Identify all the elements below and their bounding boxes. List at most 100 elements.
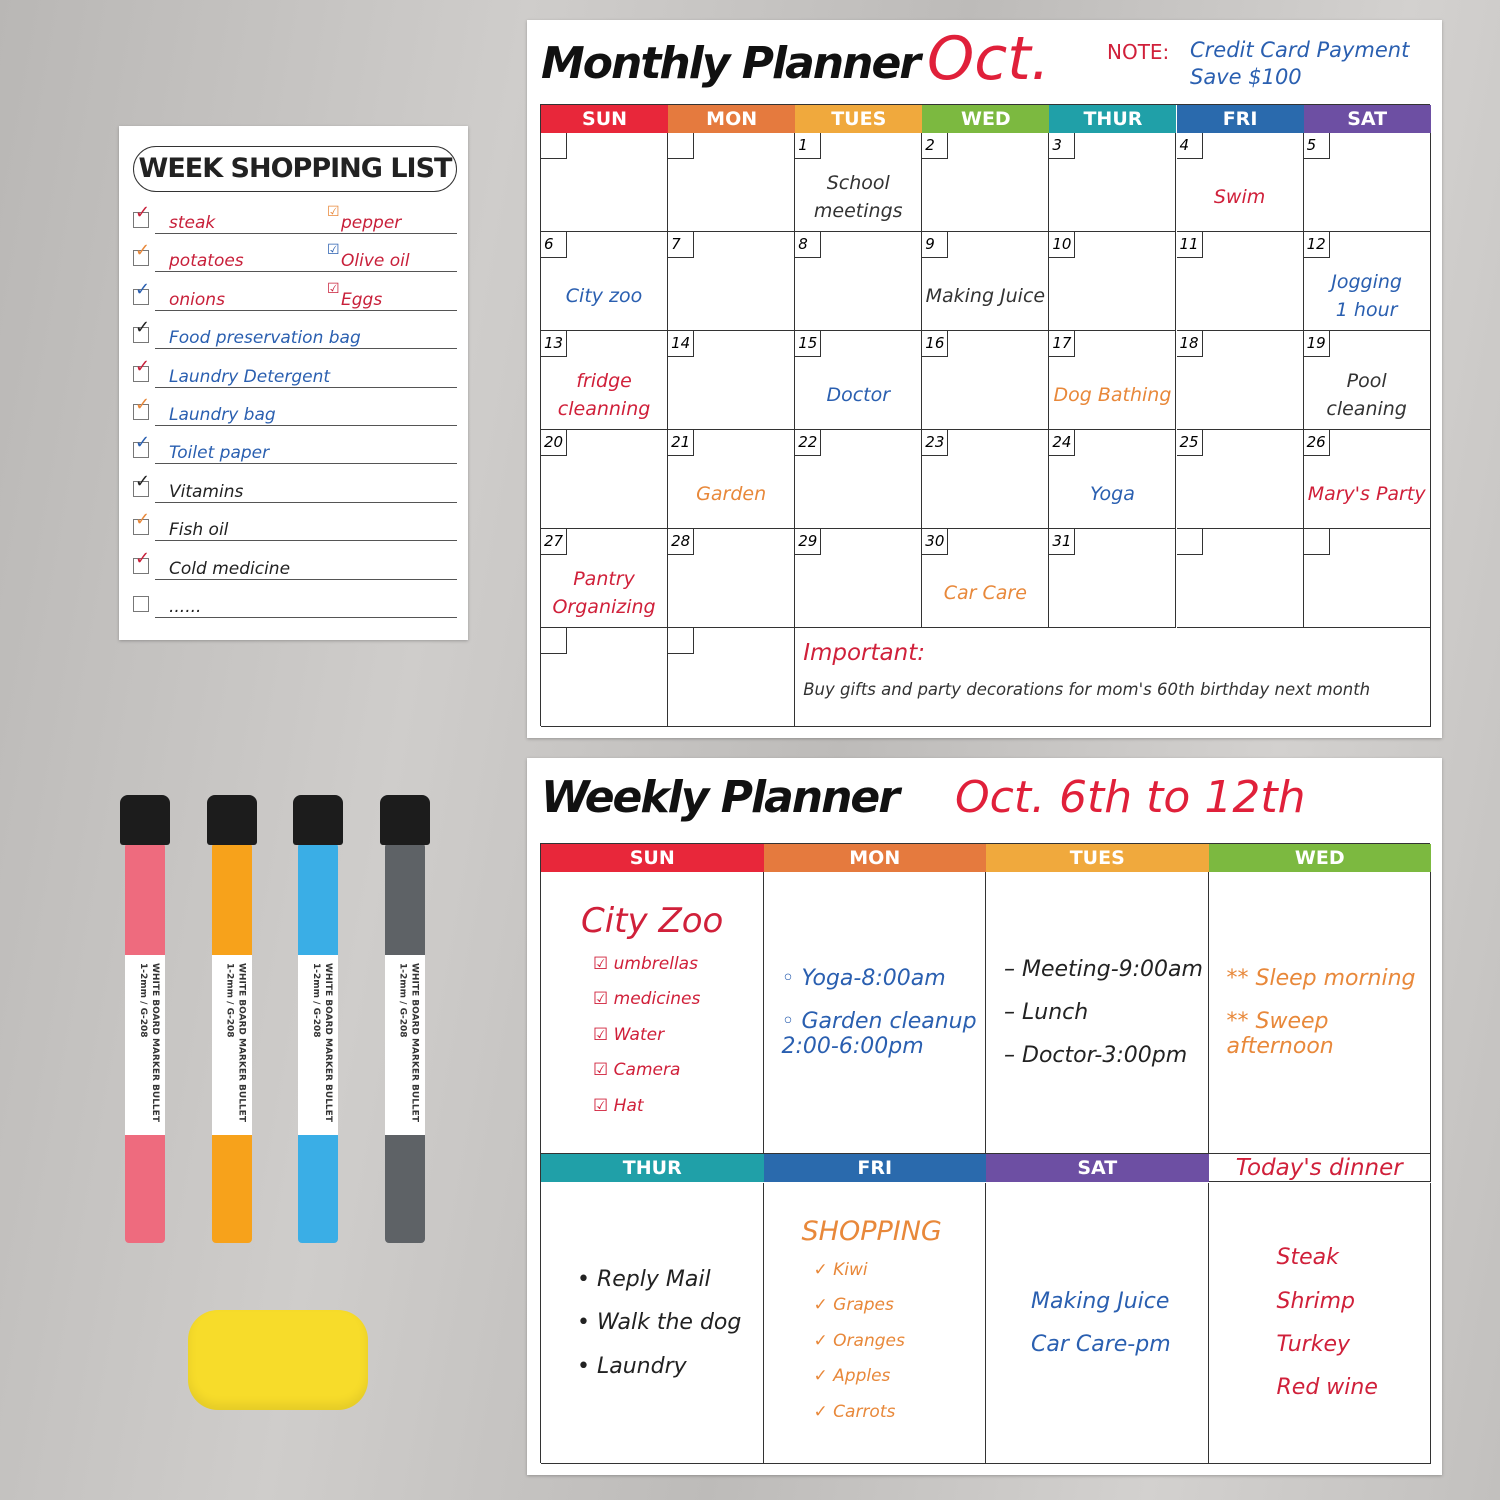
cell-item: – Doctor-3:00pm [1004,1043,1208,1068]
bullet-icon: – [1004,1043,1022,1069]
underline [155,233,457,234]
item-text: Carrots [833,1401,896,1422]
day-number: 20 [541,430,567,456]
day-number [1303,529,1330,555]
item-text: Walk the dog [596,1310,742,1336]
item-text: Yoga-8:00am [801,965,946,991]
weekly-cell-thur: • Reply Mail • Walk the dog • Laundry [541,1183,764,1464]
cell-item: ◦ Yoga-8:00am [782,966,986,991]
day-number: 29 [795,529,822,555]
cell-content: ◦ Yoga-8:00am ◦ Garden cleanup 2:00-6:00p… [764,872,986,1153]
day-number: 8 [795,232,822,258]
day-number: 9 [922,232,949,258]
shopping-item: ✓ Laundry bag [133,394,457,426]
calendar-day: 28 [668,529,796,628]
cell-content: City Zoo ☑ umbrellas ☑ medicines ☑ Water ☑ C… [541,872,763,1153]
day-number: 12 [1303,232,1330,258]
item-text: Cold medicine [169,558,291,579]
day-header: FRI [1176,105,1304,133]
dinner-header: Today's dinner [1208,1154,1431,1182]
cell-item: Shrimp [1277,1289,1431,1314]
weekly-cell-sun: City Zoo ☑ umbrellas ☑ medicines ☑ Water ☑ C… [541,872,764,1154]
shopping-item: ✓ Fish oil [133,509,457,542]
bullet-icon: ◦ [781,1008,802,1034]
calendar-day: 14 [668,331,796,430]
calendar-day: 19 Pool cleaning [1303,331,1431,430]
calendar-day: 26 Mary's Party [1303,430,1431,529]
cell-item: Turkey [1277,1332,1431,1357]
calendar-day: 10 [1049,232,1177,331]
bullet-icon: ✓ [813,1401,834,1422]
checkbox [133,250,149,267]
day-number: 14 [668,331,695,357]
item-text: ** Sweep afternoon [1226,1008,1334,1060]
calendar-grid: SUN MON TUES WED THUR FRI SAT 1 School meetings 2… [540,104,1431,727]
checkbox [133,442,149,459]
bullet-icon: – [1004,956,1022,982]
calendar-day: 18 [1176,331,1304,430]
shopping-item: ✓ Cold medicine [133,548,457,580]
underline [155,578,457,580]
item-text: Laundry bag [169,405,276,425]
day-header: MON [668,105,796,133]
item-text: Red wine [1276,1375,1378,1401]
day-number: 25 [1176,430,1203,456]
day-number: 22 [795,430,822,456]
checkbox [133,288,149,305]
item-text: Olive oil [341,251,410,272]
item-text: ...... [169,597,202,617]
checkbox [133,596,149,612]
check-icon: ✓ [135,394,151,415]
day-note: Jogging 1 hour [1331,271,1402,321]
check-icon: ✓ [135,240,151,262]
day-header: THUR [1049,105,1177,133]
marker-label: WHITE BOARD MARKER BULLET 1-2mm / G-208 [298,955,338,1135]
week-range: Oct. 6th to 12th [955,772,1306,823]
day-number: 7 [668,232,695,258]
calendar-day: 17 Dog Bathing [1049,331,1177,430]
item-text: Shrimp [1276,1288,1355,1314]
calendar-day: 8 [795,232,923,331]
bullet-icon: ☑ [593,1095,614,1116]
bullet-icon: • [577,1353,597,1379]
checkbox [133,404,149,420]
item-text: Hat [613,1095,644,1116]
underline [155,501,457,503]
cell-item: ☑ umbrellas [593,954,763,975]
day-number: 10 [1049,232,1076,258]
weekly-grid: SUN MON TUES WED THUR FRI SAT Today's dinner Cit… [540,843,1431,1464]
item-text: Laundry [596,1353,687,1379]
item-text: Turkey [1276,1332,1351,1357]
shopping-item: ...... [133,588,457,618]
cell-item: ☑ medicines [593,989,763,1010]
calendar-day: 16 [922,331,1050,430]
cell-content: Making Juice Car Care-pm [986,1183,1208,1463]
cell-item: ☑ Camera [593,1060,763,1081]
shopping-item: ✓ Toilet paper [133,432,457,465]
underline [155,271,457,273]
important-text: Buy gifts and party decorations for mom'… [803,680,1371,699]
item-text: Fish oil [169,520,229,541]
bullet-icon: • [577,1267,597,1293]
cell-item: ✓ Grapes [814,1295,986,1316]
shopping-item: ✓ steak ☑ pepper [133,202,457,234]
calendar-day [1303,529,1431,628]
day-note: Pantry Organizing [552,568,656,618]
day-number: 27 [541,529,567,555]
cell-item: ◦ Garden cleanup 2:00-6:00pm [782,1009,986,1060]
bullet-icon: • [577,1310,597,1336]
calendar-day: 24 Yoga [1049,430,1177,529]
checkbox [133,327,149,344]
important-box: Important: Buy gifts and party decoration… [795,628,1431,727]
day-number: 11 [1176,232,1203,258]
cell-item: – Meeting-9:00am [1004,957,1208,982]
marker-2: WHITE BOARD MARKER BULLET 1-2mm / G-208 [293,795,343,1245]
day-number: 30 [922,529,949,555]
item-text: potatoes [169,251,244,272]
day-number: 19 [1303,331,1330,357]
underline [155,540,457,542]
marker-label: WHITE BOARD MARKER BULLET 1-2mm / G-208 [211,955,252,1135]
day-number: 2 [922,133,949,159]
weekly-cell-sat: Making Juice Car Care-pm [986,1183,1209,1464]
cell-content: – Meeting-9:00am – Lunch – Doctor-3:00pm [986,872,1208,1153]
